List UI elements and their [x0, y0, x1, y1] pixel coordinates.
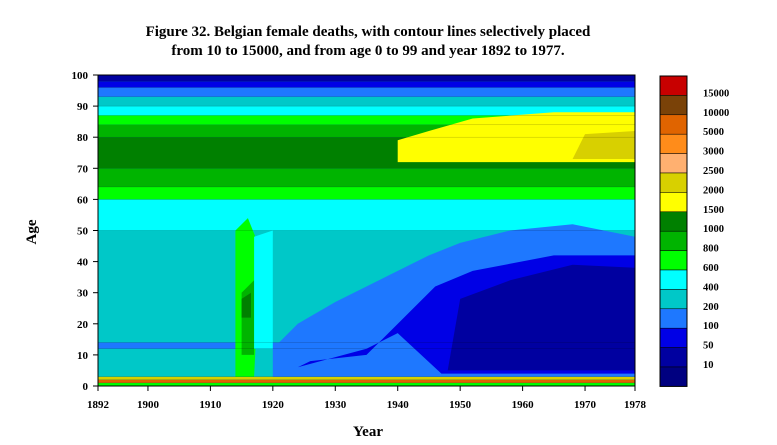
contour-region-400-8 [254, 230, 273, 349]
contour-band-2000-2 [98, 376, 635, 380]
contour-band-800-8 [98, 168, 635, 187]
legend-swatch-1500 [659, 192, 688, 213]
plot-area [98, 74, 635, 386]
y-tick-label-60: 60 [77, 194, 89, 206]
x-tick-label-1978: 1978 [624, 399, 647, 411]
contour-region-1500-3 [397, 112, 635, 163]
y-tick-label-30: 30 [77, 288, 89, 300]
legend-swatch-10000 [659, 95, 688, 116]
legend-swatch-10 [659, 347, 688, 368]
x-tick-label-1910: 1910 [199, 399, 222, 411]
legend-label-50: 50 [703, 341, 714, 352]
y-tick-label-40: 40 [77, 257, 89, 269]
legend-label-10: 10 [703, 360, 714, 371]
y-tick-label-80: 80 [77, 132, 89, 144]
legend-swatch-15000 [659, 75, 688, 96]
y-tick-label-90: 90 [77, 101, 89, 113]
contour-band-400-6 [98, 199, 635, 231]
chart-title-line-2: from 10 to 15000, and from age 0 to 99 a… [171, 43, 565, 59]
x-tick-label-1900: 1900 [137, 399, 160, 411]
contour-band-5000-1 [98, 379, 635, 383]
contour-band-50-15 [98, 81, 635, 88]
contour-band-10-16 [98, 75, 635, 82]
contour-region-10-2 [447, 264, 635, 371]
legend-frame [659, 75, 688, 387]
x-tick-label-1920: 1920 [262, 399, 285, 411]
legend-swatch-3000 [659, 133, 688, 154]
legend-label-600: 600 [703, 263, 719, 274]
legend-label-200: 200 [703, 302, 719, 313]
contour-band-600-7 [98, 186, 635, 200]
contour-band-400-12 [98, 106, 635, 116]
y-tick-label-50: 50 [77, 226, 89, 238]
legend-swatch-800 [659, 230, 688, 251]
legend-label-1000: 1000 [703, 224, 724, 235]
legend-swatch-2500 [659, 153, 688, 174]
x-tick-label-1892: 1892 [87, 399, 110, 411]
legend-label-2500: 2500 [703, 166, 724, 177]
x-tick-label-1940: 1940 [387, 399, 410, 411]
x-tick-label-1970: 1970 [574, 399, 597, 411]
y-tick-label-10: 10 [77, 350, 89, 362]
legend-label-3000: 3000 [703, 147, 724, 158]
contour-region-1000-7 [241, 292, 251, 318]
legend-label-800: 800 [703, 244, 719, 255]
legend-swatch-400 [659, 269, 688, 290]
axes: 1892 1900 1910 1920 1930 1940 1950 1960 1970 1978… [72, 70, 647, 411]
y-tick-label-0: 0 [83, 381, 89, 393]
legend-swatch-2000 [659, 172, 688, 193]
contour-band-200-13 [98, 96, 635, 107]
legend-label-2000: 2000 [703, 185, 724, 196]
legend-swatch-lowest [659, 366, 688, 387]
legend-label-5000: 5000 [703, 127, 724, 138]
x-tick-label-1930: 1930 [324, 399, 347, 411]
y-tick-label-20: 20 [77, 319, 89, 331]
y-tick-label-100: 100 [72, 70, 89, 82]
legend-swatch-100 [659, 308, 688, 329]
y-axis-label: Age [24, 219, 40, 244]
legend-swatch-1000 [659, 211, 688, 232]
legend-swatch-50 [659, 327, 688, 348]
x-tick-label-1950: 1950 [449, 399, 472, 411]
legend-swatch-200 [659, 289, 688, 310]
legend-label-100: 100 [703, 321, 719, 332]
legend-label-10000: 10000 [703, 108, 729, 119]
legend-label-400: 400 [703, 282, 719, 293]
legend-label-15000: 15000 [703, 88, 729, 99]
chart-title-line-1: Figure 32. Belgian female deaths, with c… [146, 24, 591, 40]
legend-label-1500: 1500 [703, 205, 724, 216]
legend-swatch-600 [659, 250, 688, 271]
y-tick-label-70: 70 [77, 163, 89, 175]
contour-band-600-0 [98, 382, 635, 386]
contour-region-2000-4 [572, 131, 635, 159]
legend-swatch-5000 [659, 114, 688, 135]
contour-band-600-11 [98, 115, 635, 125]
x-tick-label-1960: 1960 [512, 399, 535, 411]
legend: 15000 10000 5000 3000 2500 2000 1500 1000 800 600… [659, 75, 729, 387]
x-axis-label: Year [353, 424, 383, 440]
contour-band-100-14 [98, 87, 635, 97]
